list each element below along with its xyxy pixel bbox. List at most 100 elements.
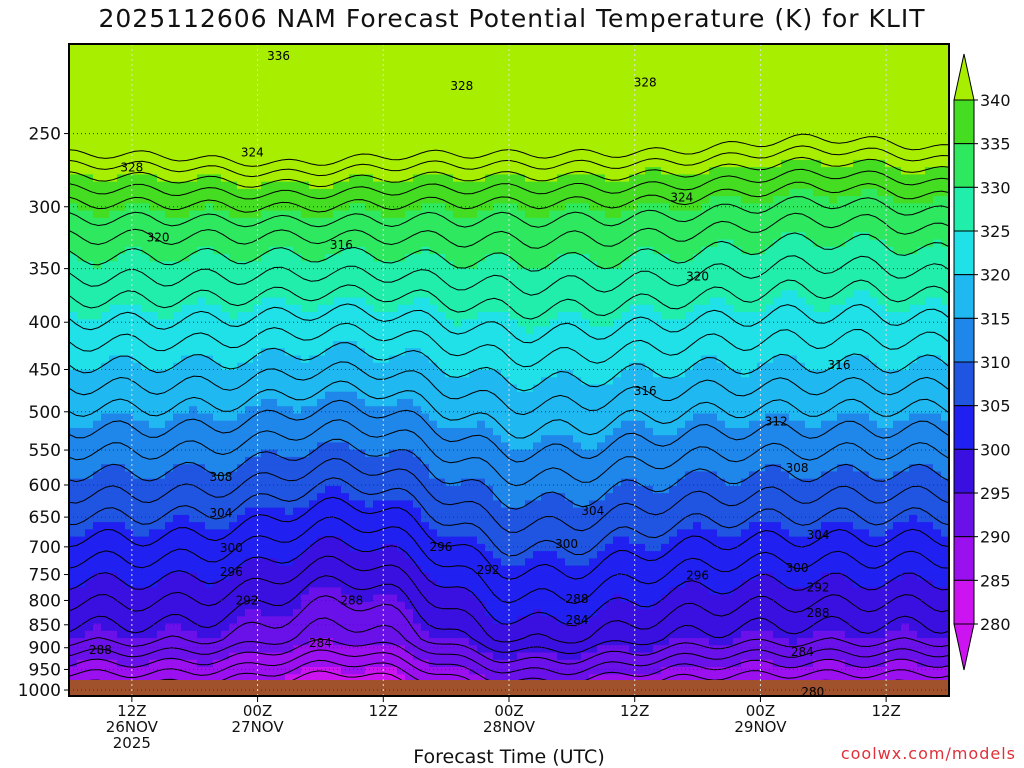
contour-label: 320 xyxy=(686,270,709,284)
isentrope-line xyxy=(69,380,949,439)
x-tick-label: 26NOV xyxy=(106,718,159,736)
chart-title: 2025112606 NAM Forecast Potential Temper… xyxy=(98,4,926,33)
isentrope-line xyxy=(69,232,949,272)
isentrope-line xyxy=(69,303,949,344)
contour-label: 292 xyxy=(807,581,830,595)
colorbar-label: 330 xyxy=(980,178,1011,197)
contour-label: 336 xyxy=(267,49,290,63)
isentrope-line xyxy=(69,212,949,249)
contour-label: 284 xyxy=(309,636,332,650)
isentrope-line xyxy=(69,516,949,605)
contour-label: 284 xyxy=(566,613,589,627)
colorbar-label: 300 xyxy=(980,440,1011,459)
contour-label: 328 xyxy=(450,79,473,93)
contour-label: 288 xyxy=(89,643,112,657)
colorbar-swatch xyxy=(953,448,975,494)
contour-label: 288 xyxy=(340,593,363,607)
contour-label: 296 xyxy=(686,569,709,583)
isentrope-line xyxy=(69,196,949,228)
colorbar-label: 285 xyxy=(980,571,1011,590)
isentrope-line xyxy=(69,575,949,655)
y-tick-label: 1000 xyxy=(18,681,61,701)
y-tick-label: 350 xyxy=(29,260,61,280)
contour-label: 324 xyxy=(670,190,693,204)
contour-label: 292 xyxy=(236,593,259,607)
contour-label: 304 xyxy=(209,506,232,520)
y-tick-label: 300 xyxy=(29,198,61,218)
colorbar-swatch xyxy=(953,186,975,232)
x-tick-label: 12Z xyxy=(620,702,649,720)
colorbar-swatch xyxy=(953,317,975,363)
y-tick-label: 450 xyxy=(29,361,61,381)
y-tick-label: 700 xyxy=(29,538,61,558)
isentrope-line xyxy=(69,419,949,487)
y-tick-label: 900 xyxy=(29,639,61,659)
contour-label: 288 xyxy=(566,592,589,606)
y-axis: 250 300 350 400 450 500 550 600 650 700 750 800 850 9… xyxy=(18,125,69,701)
x-tick-label: 12Z xyxy=(871,702,900,720)
contour-label: 288 xyxy=(807,606,830,620)
colorbar-swatch xyxy=(953,143,975,188)
x-tick-label: 27NOV xyxy=(232,718,285,736)
contour-label: 312 xyxy=(765,414,788,428)
x-tick-label: 29NOV xyxy=(734,718,787,736)
colorbar-swatch xyxy=(953,405,975,450)
colorbar-label: 280 xyxy=(980,615,1011,634)
contour-label: 300 xyxy=(555,537,578,551)
contour-label: 308 xyxy=(786,461,809,475)
contour-label: 328 xyxy=(120,160,143,174)
isentrope-line xyxy=(69,342,949,392)
contour-label: 328 xyxy=(634,75,657,89)
y-tick-label: 800 xyxy=(29,591,61,611)
colorbar-label: 315 xyxy=(980,309,1011,328)
y-tick-label: 250 xyxy=(29,125,61,145)
colorbar-swatch xyxy=(953,99,975,145)
isentrope-line xyxy=(69,438,949,510)
y-tick-label: 600 xyxy=(29,476,61,496)
contour-label: 300 xyxy=(220,541,243,555)
x-tick-label: 2025 xyxy=(113,734,151,752)
x-tick-label: 12Z xyxy=(369,702,398,720)
isentrope-line xyxy=(69,168,949,200)
contour-label: 304 xyxy=(581,504,604,518)
x-tick-label: 28NOV xyxy=(483,718,536,736)
contour-lines xyxy=(69,133,949,696)
surface-layer xyxy=(69,680,949,696)
colorbar-label: 320 xyxy=(980,266,1011,285)
x-tick-label: 00Z xyxy=(746,702,775,720)
isentrope-line xyxy=(69,156,949,188)
colorbar-swatch xyxy=(953,274,975,319)
x-axis-title: Forecast Time (UTC) xyxy=(413,746,605,768)
isentrope-line xyxy=(69,457,949,533)
colorbar-label: 310 xyxy=(980,353,1011,372)
colorbar: 340 335 330 325 320 315 310 305 300 295 290 285 280 xyxy=(953,53,1011,671)
colorbar-swatch xyxy=(953,492,975,538)
colorbar-label: 325 xyxy=(980,222,1011,241)
watermark-text: coolwx.com/models xyxy=(840,744,1016,763)
y-tick-label: 500 xyxy=(29,403,61,423)
isentrope-line xyxy=(69,595,949,665)
contour-label: 284 xyxy=(791,645,814,659)
contour-label: 296 xyxy=(220,565,243,579)
colorbar-swatch xyxy=(953,361,975,407)
colorbar-swatch xyxy=(953,579,975,625)
colorbar-swatch xyxy=(953,536,975,581)
contour-label: 316 xyxy=(634,384,657,398)
contour-label: 324 xyxy=(241,145,264,159)
colorbar-label: 290 xyxy=(980,528,1011,547)
contour-label: 292 xyxy=(477,563,500,577)
isentrope-line xyxy=(69,617,949,676)
y-tick-label: 850 xyxy=(29,616,61,636)
contour-label: 320 xyxy=(147,231,170,245)
contour-labels: 336 328 328 328 324 324 320 316 320 316 316 312 308 3… xyxy=(89,49,850,699)
y-tick-label: 750 xyxy=(29,566,61,586)
colorbar-bottom-arrow xyxy=(953,623,975,671)
colorbar-top-arrow xyxy=(953,53,975,101)
x-grid-lines xyxy=(131,44,887,696)
x-tick-label: 12Z xyxy=(117,702,146,720)
isentrope-line xyxy=(69,399,949,463)
isentrope-line xyxy=(69,181,949,213)
colorbar-label: 335 xyxy=(980,135,1011,154)
